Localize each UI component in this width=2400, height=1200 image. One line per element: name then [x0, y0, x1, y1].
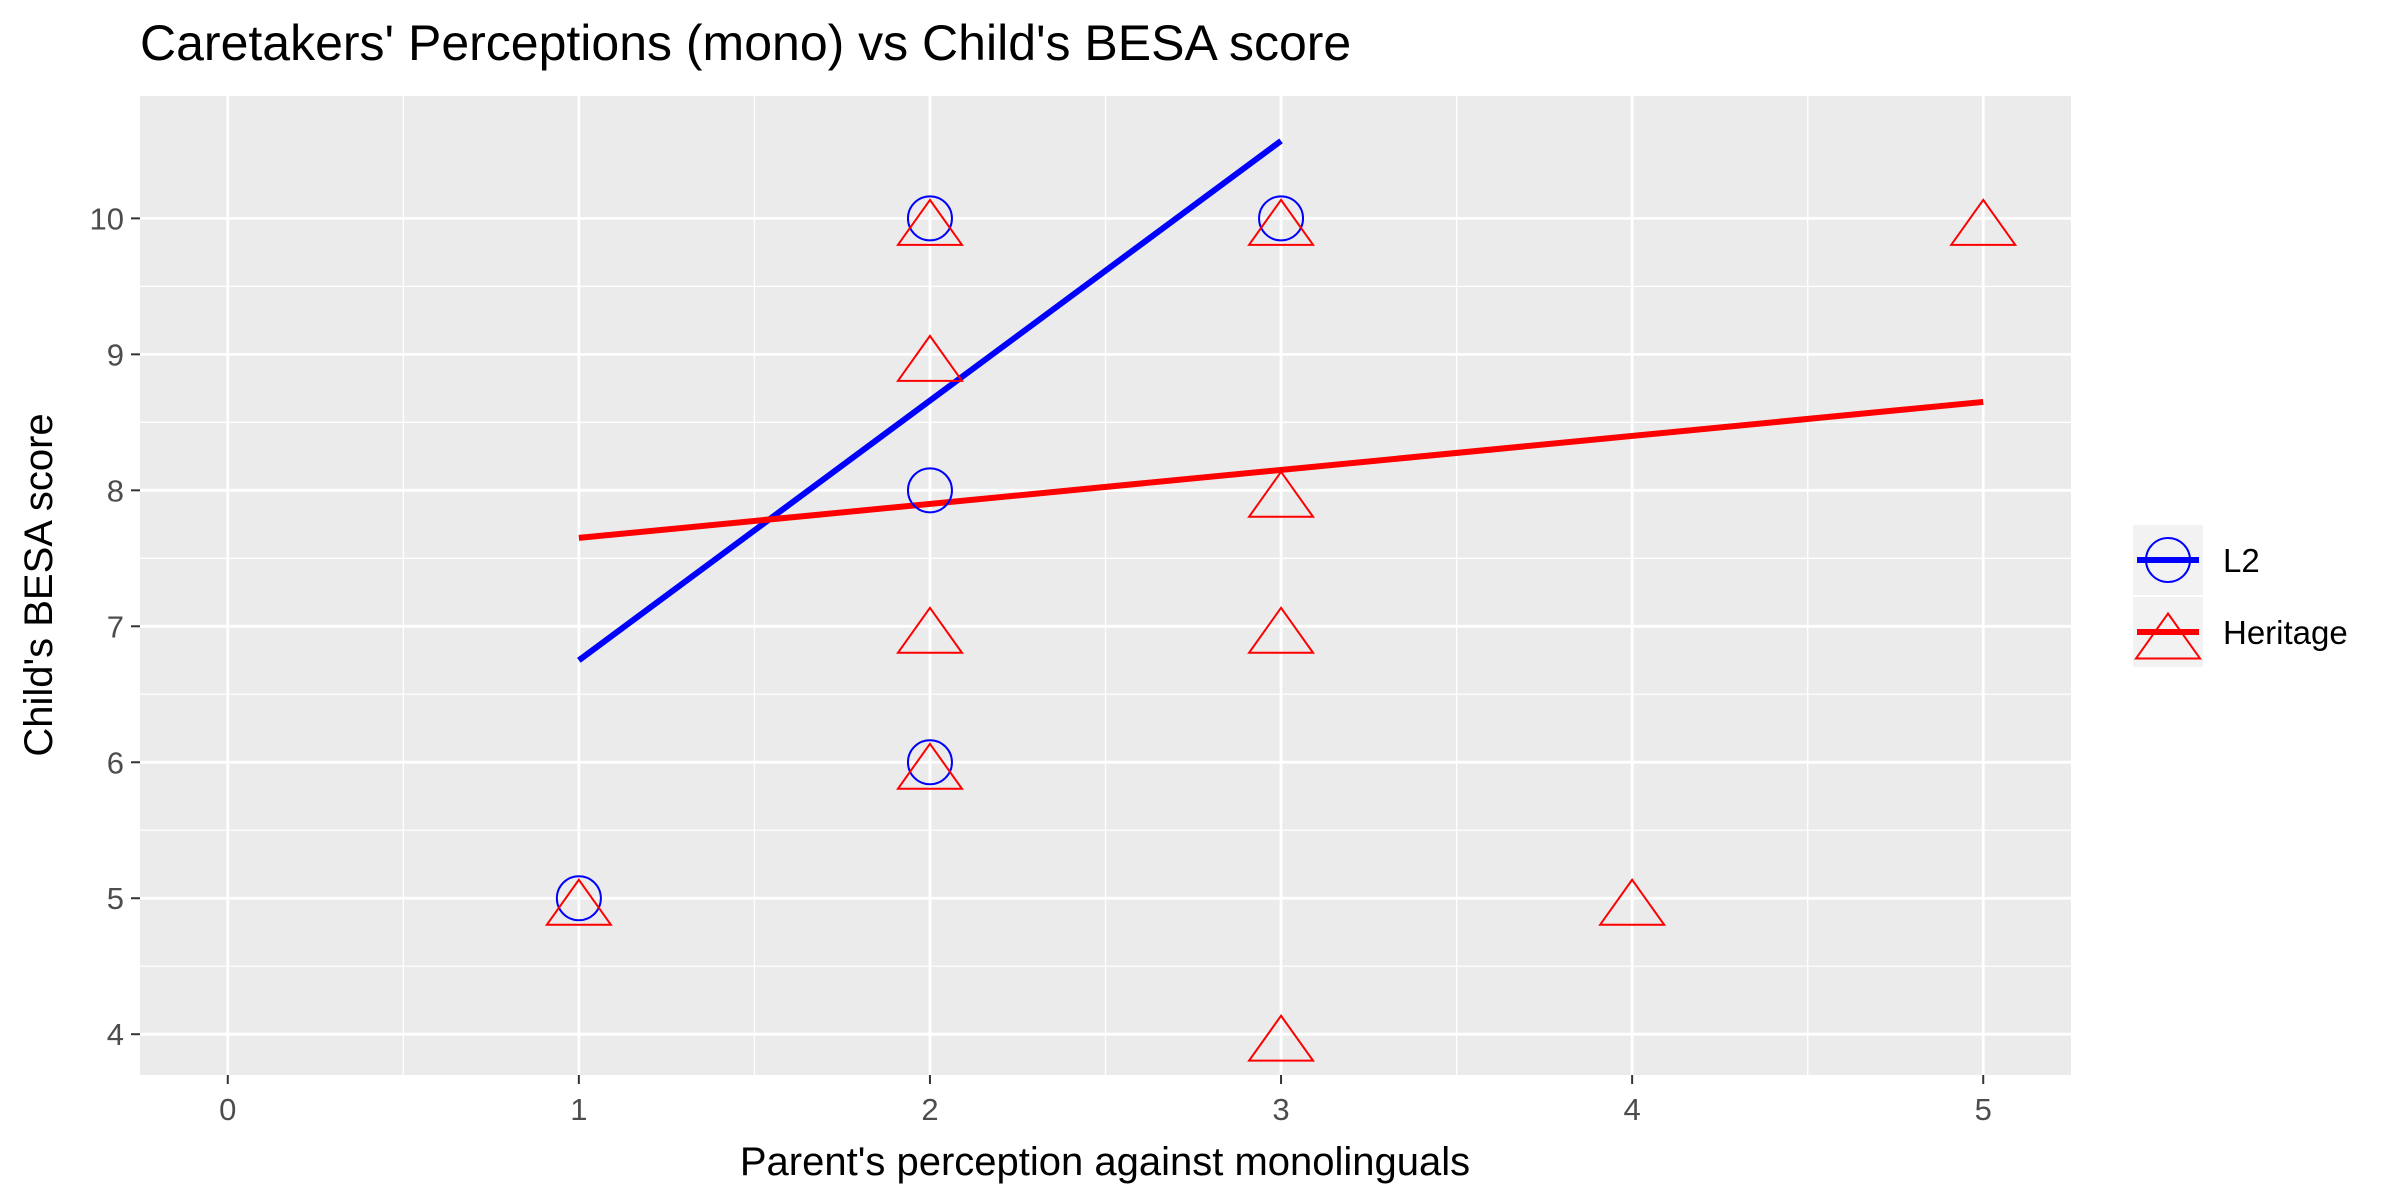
chart-title: Caretakers' Perceptions (mono) vs Child'…	[140, 15, 1351, 71]
point-l2	[906, 195, 953, 242]
y-axis-title: Child's BESA score	[17, 413, 61, 756]
point-heritage	[896, 606, 964, 654]
x-tick-label: 0	[219, 1092, 236, 1127]
y-tick-label: 5	[107, 881, 124, 916]
point-heritage	[896, 334, 964, 382]
point-heritage	[1247, 606, 1315, 654]
point-heritage	[1598, 878, 1667, 926]
x-axis: 0 1 2 3 4 5	[219, 1075, 1992, 1127]
legend-label: L2	[2223, 542, 2260, 579]
fit-line-l2	[577, 138, 1283, 663]
point-heritage	[1247, 1014, 1315, 1062]
point-l2	[1258, 195, 1305, 242]
x-axis-title: Parent's perception against monolinguals	[740, 1140, 1470, 1184]
legend-key-marker	[2134, 611, 2202, 660]
point-l2	[555, 875, 602, 922]
y-tick-label: 6	[107, 745, 124, 780]
legend: L2 Heritage	[2133, 525, 2348, 667]
legend-key-marker	[2145, 537, 2191, 583]
y-axis: 4 5 6 7 8 9 10	[90, 201, 140, 1052]
legend-label: Heritage	[2223, 614, 2348, 651]
data-points	[544, 195, 2018, 1062]
y-tick-label: 4	[107, 1017, 124, 1052]
point-l2	[906, 739, 953, 786]
y-tick-label: 9	[107, 337, 124, 372]
fit-lines	[577, 138, 1984, 663]
point-heritage	[544, 878, 613, 926]
x-tick-label: 4	[1624, 1092, 1641, 1127]
y-tick-label: 10	[90, 201, 124, 236]
y-tick-label: 7	[107, 609, 124, 644]
x-tick-label: 3	[1272, 1092, 1289, 1127]
point-heritage	[1247, 198, 1315, 246]
point-heritage	[1949, 198, 2018, 246]
point-heritage	[896, 742, 964, 790]
grid-major	[140, 96, 2071, 1075]
y-tick-label: 8	[107, 473, 124, 508]
point-heritage	[896, 198, 964, 246]
fit-line-heritage	[578, 398, 1984, 541]
point-l2	[906, 467, 953, 514]
x-tick-label: 1	[570, 1092, 587, 1127]
point-heritage	[1247, 470, 1315, 518]
x-tick-label: 5	[1975, 1092, 1992, 1127]
x-tick-label: 2	[921, 1092, 938, 1127]
